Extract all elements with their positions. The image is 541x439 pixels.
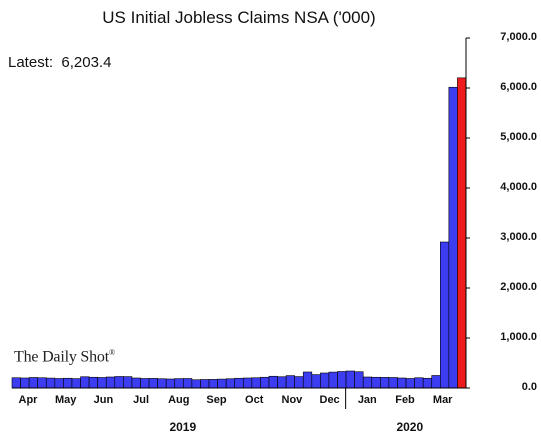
- x-tick-label: Oct: [245, 394, 264, 406]
- y-tick-label: 7,000.0: [500, 31, 537, 43]
- bar: [54, 378, 64, 389]
- x-tick-label: Jul: [133, 394, 150, 406]
- bar: [414, 377, 424, 389]
- bar: [397, 377, 407, 389]
- y-tick-label: 6,000.0: [500, 81, 537, 93]
- bar: [191, 379, 201, 389]
- x-tick-label: Nov: [281, 394, 303, 406]
- bar: [148, 378, 158, 389]
- bar: [422, 377, 433, 389]
- x-tick-label: Feb: [395, 394, 415, 406]
- bar: [268, 375, 278, 389]
- y-tick-label: 2,000.0: [500, 281, 537, 293]
- bar: [242, 377, 253, 389]
- bar: [71, 378, 81, 389]
- bar: [165, 378, 176, 389]
- bar: [302, 371, 313, 389]
- bar: [371, 376, 381, 389]
- bar: [37, 377, 47, 389]
- bar: [285, 375, 295, 389]
- bar: [88, 376, 98, 389]
- bar: [157, 378, 167, 389]
- bar: [174, 378, 184, 389]
- bar: [97, 377, 107, 389]
- y-tick-label: 1,000.0: [500, 331, 537, 343]
- y-tick-label: 0.0: [521, 381, 537, 393]
- bar: [200, 379, 210, 389]
- bar: [328, 371, 338, 389]
- source-logo: The Daily Shot®: [14, 348, 115, 366]
- bar: [20, 377, 30, 389]
- bar: [251, 377, 261, 389]
- bar: [131, 377, 141, 389]
- bar: [28, 377, 38, 389]
- bar: [63, 377, 73, 389]
- bar: [123, 376, 133, 389]
- x-tick-label: Sep: [206, 394, 227, 406]
- bar: [354, 371, 364, 389]
- bar: [320, 372, 330, 389]
- bar: [405, 378, 415, 389]
- x-tick-label: Mar: [432, 394, 453, 406]
- bar: [234, 377, 244, 389]
- bar: [114, 376, 124, 389]
- bar: [294, 376, 304, 389]
- bar: [105, 376, 116, 389]
- bar: [345, 370, 355, 389]
- bar: [225, 378, 236, 389]
- bar: [208, 379, 218, 389]
- bar: [380, 377, 390, 389]
- latest-value: 6,203.4: [61, 54, 112, 71]
- bar: [362, 376, 373, 389]
- bar: [448, 86, 458, 389]
- bar: [11, 377, 21, 389]
- y-tick-label: 4,000.0: [500, 181, 537, 193]
- year-label: 2019: [169, 420, 197, 434]
- bar: [311, 374, 321, 389]
- bar: [217, 378, 227, 389]
- x-tick-label: Dec: [319, 394, 340, 406]
- latest-label: Latest:: [8, 54, 54, 71]
- x-tick-label: Apr: [18, 394, 38, 406]
- bar: [45, 377, 56, 389]
- x-tick-label: Jun: [93, 394, 114, 406]
- bar: [140, 378, 150, 389]
- source-logo-text: The Daily Shot: [14, 348, 109, 366]
- x-tick-label: Jan: [357, 394, 377, 406]
- y-tick-label: 5,000.0: [500, 131, 537, 143]
- x-tick-label: Aug: [168, 394, 190, 406]
- bar: [80, 376, 90, 389]
- bar: [439, 241, 450, 389]
- bar: [431, 375, 441, 389]
- bar: [388, 377, 398, 389]
- latest-annotation: Latest: 6,203.4: [8, 54, 111, 71]
- bar: [277, 376, 287, 389]
- y-tick-label: 3,000.0: [500, 231, 537, 243]
- year-label: 2020: [396, 420, 424, 434]
- bar-latest: [457, 77, 467, 389]
- bar: [183, 378, 193, 389]
- bar: [337, 371, 347, 389]
- chart-title: US Initial Jobless Claims NSA ('000): [102, 8, 376, 27]
- x-tick-label: May: [54, 394, 77, 406]
- bar: [260, 376, 270, 389]
